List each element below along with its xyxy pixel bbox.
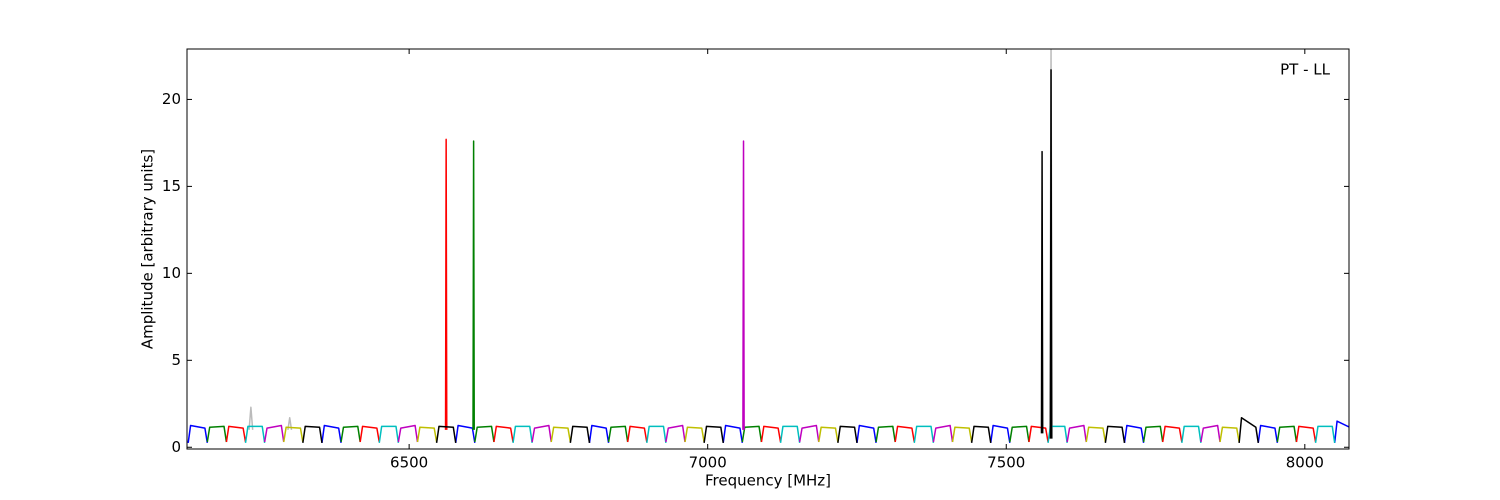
annotation: PT - LL [1280, 61, 1331, 79]
series-line [282, 426, 1240, 443]
y-tick-label: 20 [162, 90, 181, 108]
x-tick-label: 8000 [1286, 454, 1324, 472]
y-axis-label: Amplitude [arbitrary units] [139, 149, 157, 349]
x-axis-label: Frequency [MHz] [705, 472, 831, 490]
y-tick-label: 15 [162, 177, 181, 195]
plot-area [187, 49, 1349, 444]
series-line [225, 138, 1317, 443]
x-tick-label: 7500 [987, 454, 1025, 472]
series-line [206, 140, 1298, 443]
series-line [187, 420, 1349, 444]
series-line [263, 140, 1221, 443]
axes-frame [186, 48, 1350, 450]
series-line [248, 49, 1053, 439]
x-tick-label: 6500 [390, 454, 428, 472]
y-tick-label: 10 [162, 264, 181, 282]
series-line [302, 69, 1259, 444]
y-tick-label: 0 [171, 438, 181, 456]
y-tick-label: 5 [171, 351, 181, 369]
x-tick-label: 7000 [689, 454, 727, 472]
series-line [244, 425, 1336, 444]
